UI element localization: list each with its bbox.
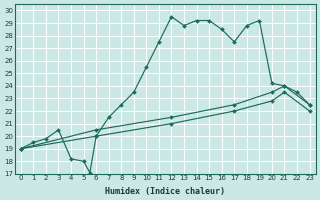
X-axis label: Humidex (Indice chaleur): Humidex (Indice chaleur)	[105, 187, 225, 196]
